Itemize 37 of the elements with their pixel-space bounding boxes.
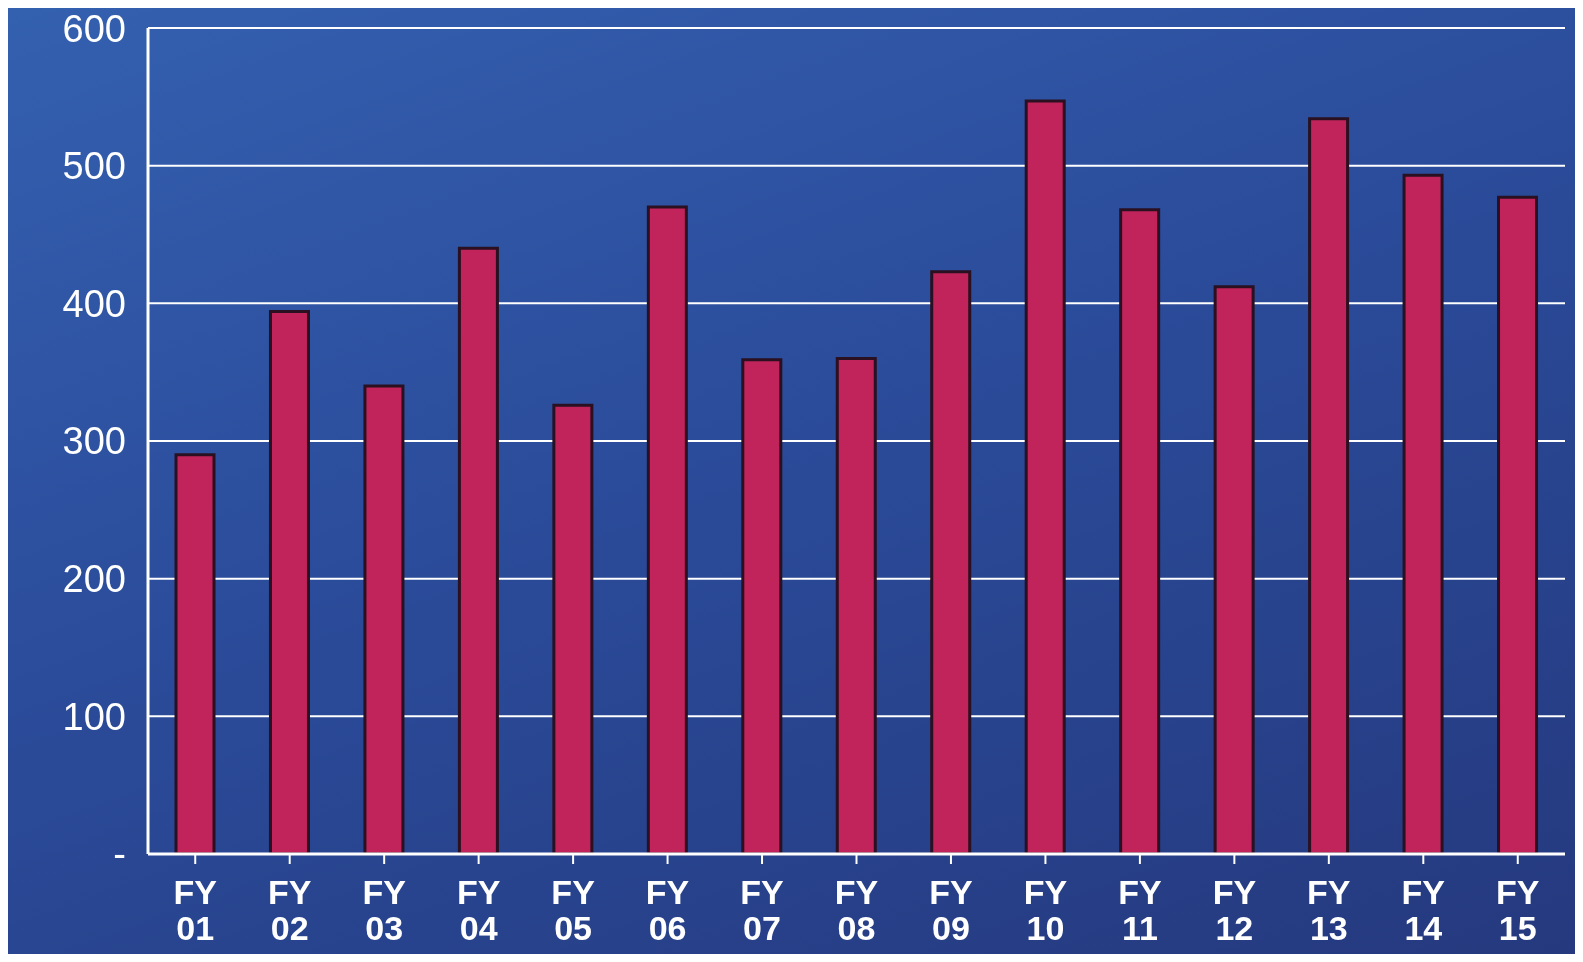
bar <box>741 358 783 854</box>
x-tick-label: FY 11 <box>1118 873 1162 947</box>
bar <box>457 246 499 854</box>
y-tick-label: 100 <box>62 695 126 738</box>
x-tick-label: FY 12 <box>1212 873 1257 947</box>
y-tick-label: 600 <box>62 7 126 50</box>
x-tick-label: FY 13 <box>1307 873 1351 947</box>
bar <box>1497 195 1539 854</box>
bar <box>174 453 216 854</box>
x-tick-label: FY 03 <box>362 873 407 947</box>
x-tick-label: FY 08 <box>834 873 879 947</box>
x-tick-label: FY 09 <box>929 873 974 947</box>
x-tick-label: FY 04 <box>456 873 501 947</box>
bar <box>552 403 594 854</box>
bar <box>1308 117 1350 854</box>
bar <box>835 356 877 854</box>
bar <box>268 310 310 854</box>
y-tick-label: 300 <box>62 420 126 463</box>
x-tick-label: FY 14 <box>1401 873 1446 947</box>
x-tick-label: FY 02 <box>267 873 312 947</box>
x-tick-label: FY 01 <box>173 873 218 947</box>
bar <box>930 270 972 854</box>
x-tick-label: FY 06 <box>645 873 690 947</box>
x-tick-label: FY 10 <box>1023 873 1068 947</box>
y-tick-label: 200 <box>62 558 126 601</box>
x-tick-label: FY 07 <box>740 873 785 947</box>
bar <box>363 384 405 854</box>
bar <box>1402 173 1444 854</box>
y-tick-label: - <box>113 833 126 876</box>
bar <box>1119 208 1161 854</box>
bar <box>1213 285 1255 854</box>
y-tick-label: 400 <box>62 282 126 325</box>
y-tick-label: 500 <box>62 145 126 188</box>
bar <box>646 205 688 854</box>
bar <box>1024 99 1066 854</box>
x-tick-label: FY 05 <box>551 873 596 947</box>
x-tick-label: FY 15 <box>1496 873 1540 947</box>
